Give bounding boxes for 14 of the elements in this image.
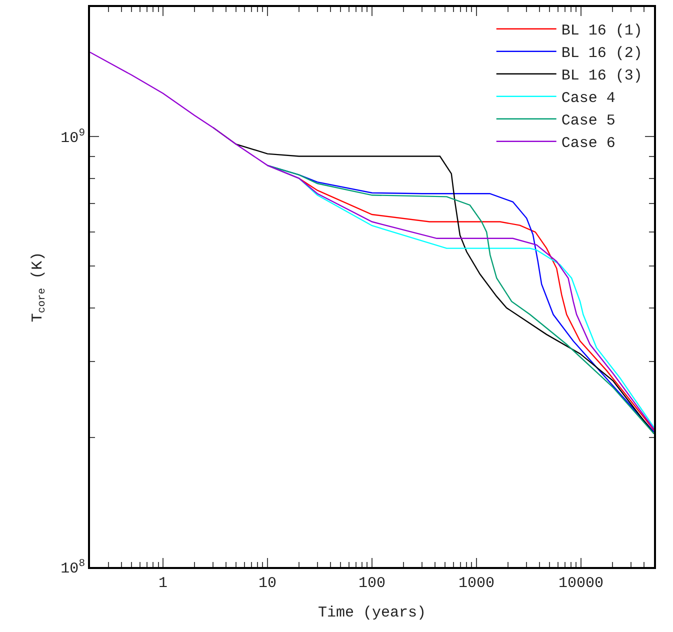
y-tick-label: 10$^{9}$	[60, 128, 85, 147]
x-tick-label: 1000	[458, 575, 494, 592]
y-tick-label: 10$^{8}$	[60, 558, 85, 578]
x-tick-label: 10	[258, 575, 277, 592]
legend-label: BL 16 (2)	[561, 45, 642, 62]
x-tick-label: 10000	[558, 575, 604, 592]
legend-label: Case 6	[561, 135, 616, 152]
legend-label: BL 16 (3)	[561, 68, 642, 85]
x-tick-label: 100	[358, 575, 386, 592]
x-tick-label: 1	[158, 575, 168, 592]
legend-label: BL 16 (1)	[561, 22, 642, 40]
legend-label: Case 5	[561, 112, 616, 130]
x-axis-title: Time (years)	[318, 604, 426, 622]
legend-label: Case 4	[561, 90, 616, 108]
